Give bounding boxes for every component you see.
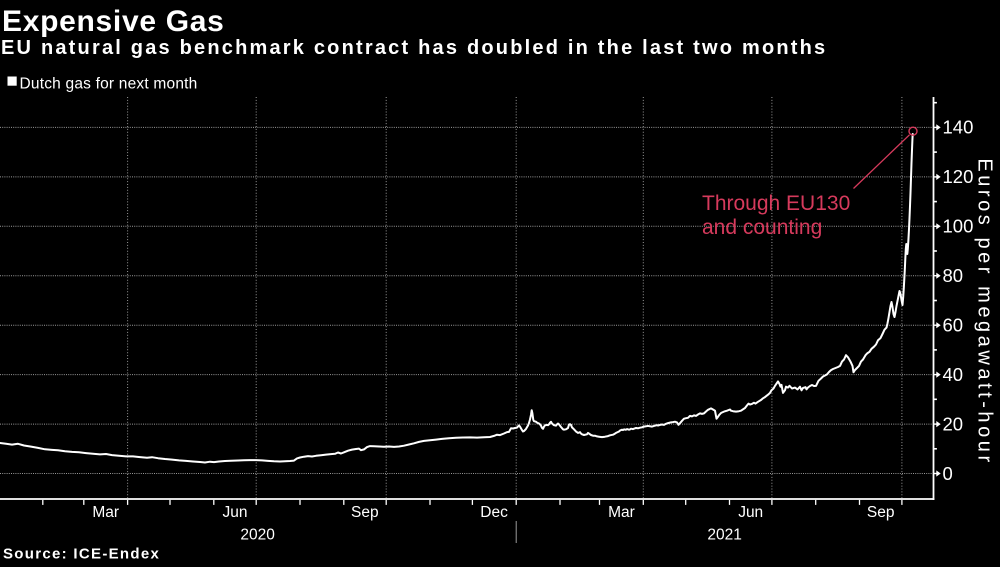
svg-text:120: 120 bbox=[943, 166, 974, 187]
svg-text:2021: 2021 bbox=[707, 527, 741, 544]
svg-text:Source: ICE-Endex: Source: ICE-Endex bbox=[3, 546, 160, 563]
svg-text:Through EU130: Through EU130 bbox=[702, 192, 850, 215]
svg-text:Dutch gas for next month: Dutch gas for next month bbox=[20, 76, 198, 93]
svg-text:Sep: Sep bbox=[867, 504, 895, 521]
svg-text:80: 80 bbox=[943, 265, 964, 286]
svg-text:60: 60 bbox=[943, 315, 964, 336]
svg-text:and counting: and counting bbox=[702, 216, 822, 239]
svg-text:Euros per megawatt-hour: Euros per megawatt-hour bbox=[974, 158, 996, 465]
svg-text:100: 100 bbox=[943, 216, 974, 237]
svg-text:Expensive Gas: Expensive Gas bbox=[2, 5, 225, 38]
svg-text:Mar: Mar bbox=[92, 504, 119, 521]
svg-text:40: 40 bbox=[943, 364, 964, 385]
svg-text:20: 20 bbox=[943, 413, 964, 434]
svg-text:Mar: Mar bbox=[608, 504, 635, 521]
svg-text:Jun: Jun bbox=[223, 504, 248, 521]
svg-text:0: 0 bbox=[943, 463, 953, 484]
svg-text:2020: 2020 bbox=[240, 527, 275, 544]
svg-text:EU natural gas benchmark contr: EU natural gas benchmark contract has do… bbox=[1, 37, 827, 59]
svg-text:Jun: Jun bbox=[738, 504, 763, 521]
svg-text:140: 140 bbox=[943, 117, 974, 138]
svg-text:Sep: Sep bbox=[351, 504, 379, 521]
svg-text:Dec: Dec bbox=[480, 504, 508, 521]
